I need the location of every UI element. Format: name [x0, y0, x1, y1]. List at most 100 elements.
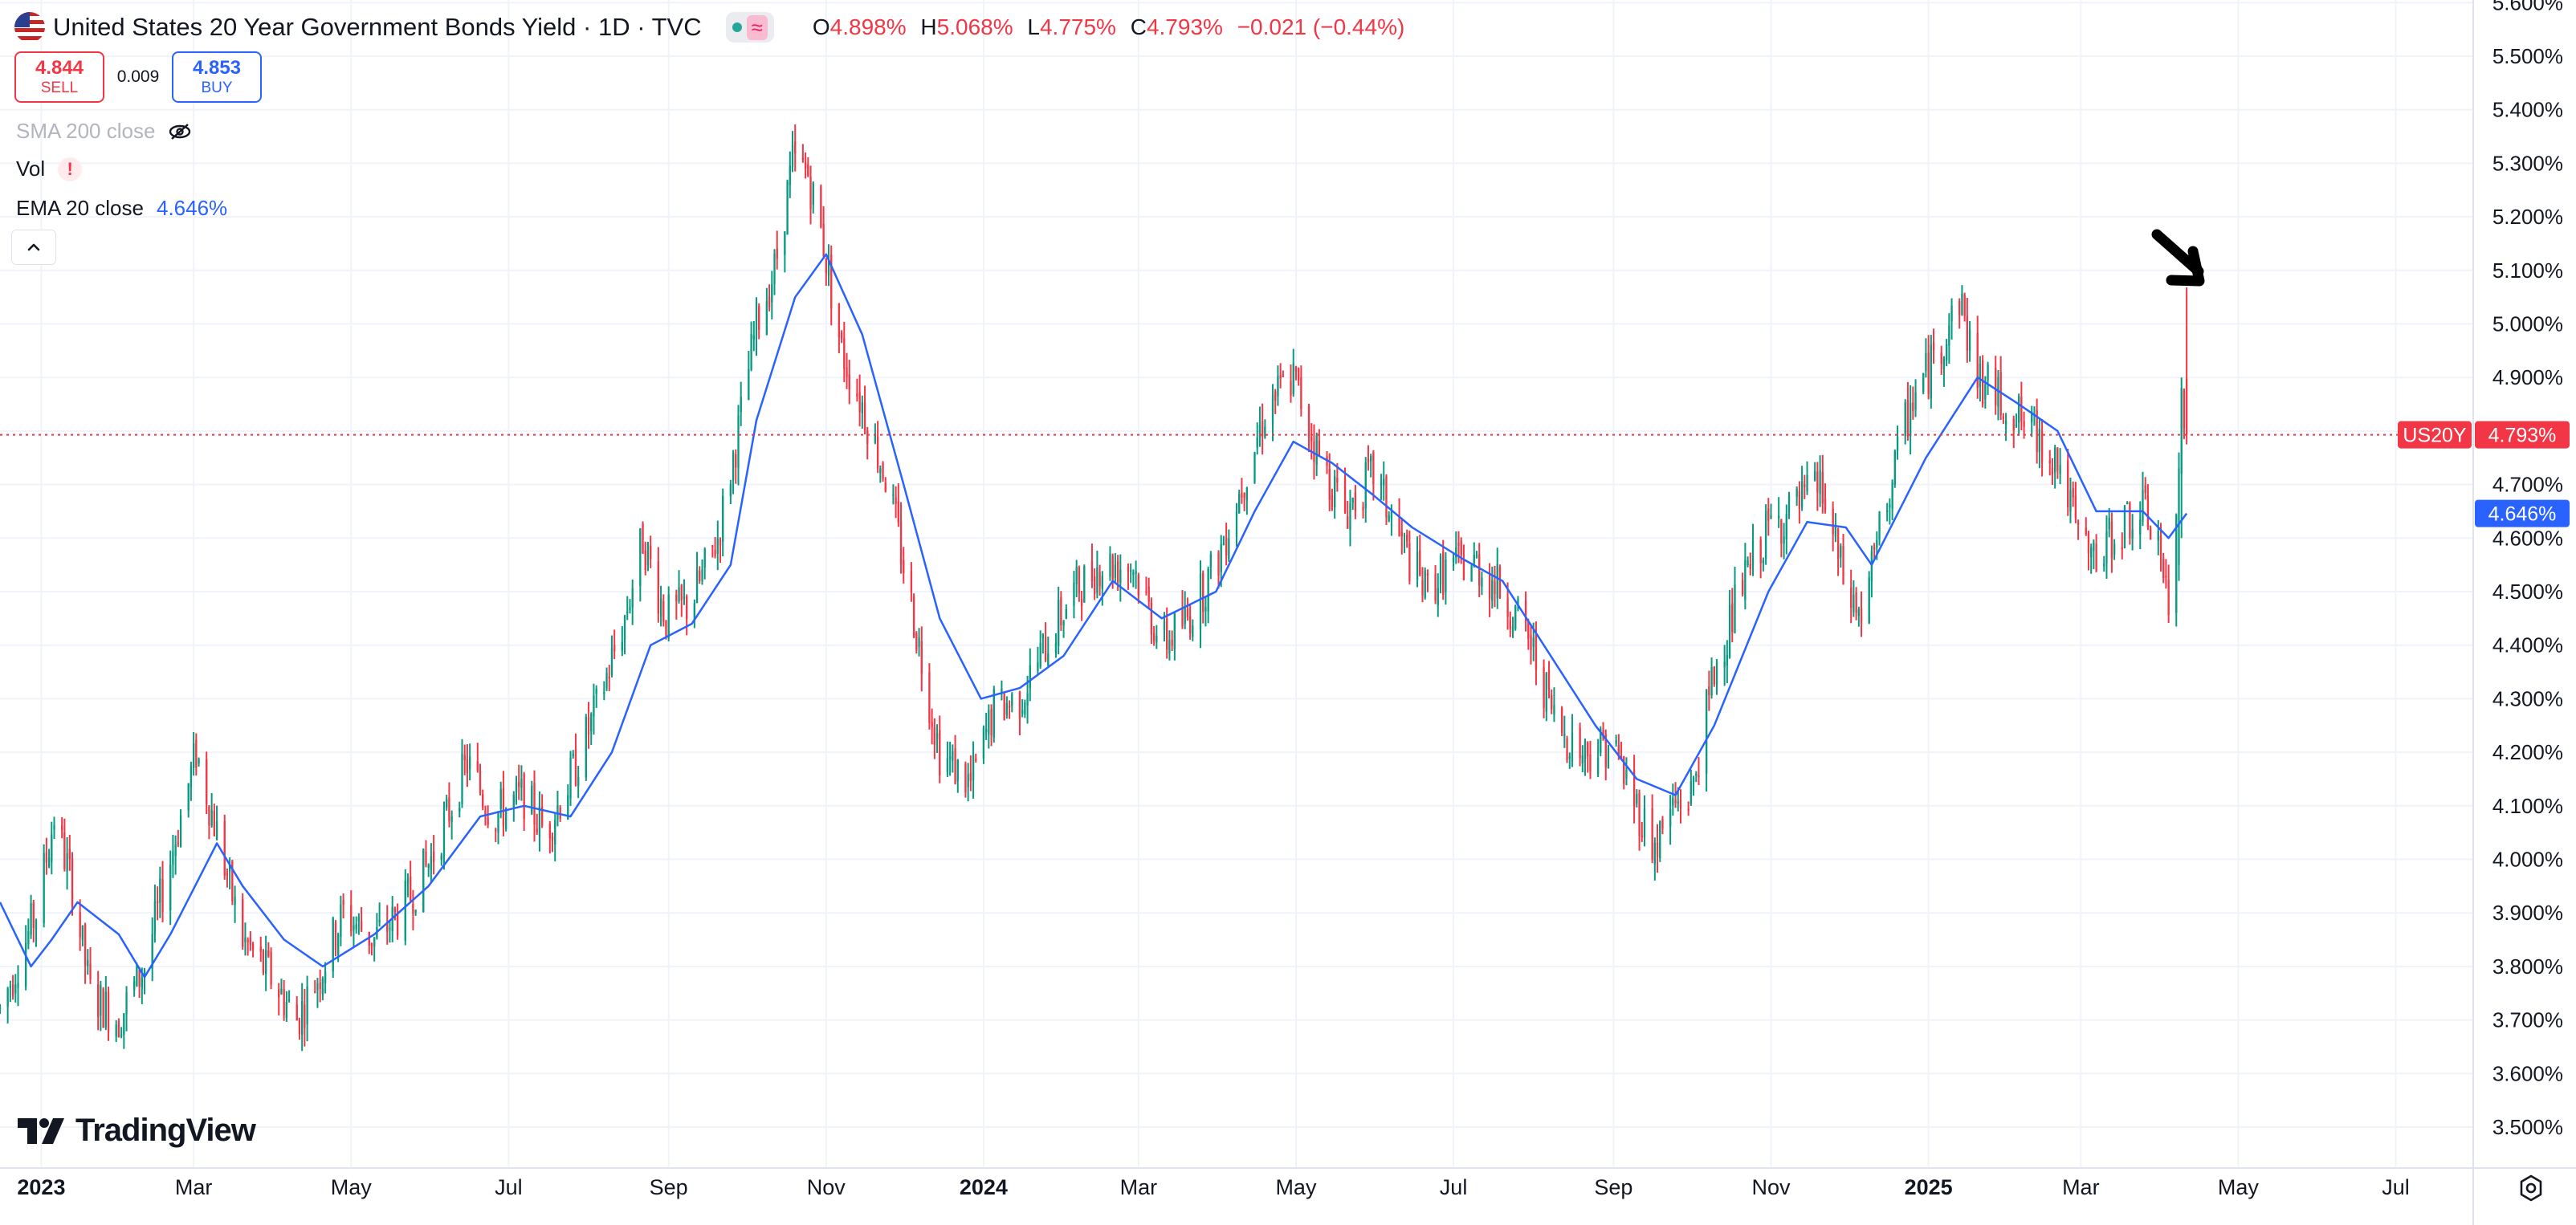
candle-body	[1868, 577, 1870, 624]
candle-body	[1313, 441, 1315, 462]
y-tick-label: 5.100%	[2492, 258, 2563, 283]
candle-body	[667, 594, 670, 638]
candle-body	[699, 571, 701, 581]
candle-body	[141, 977, 143, 987]
candle-body	[1984, 384, 1987, 400]
candle-body	[314, 991, 316, 994]
candle-body	[967, 774, 969, 788]
candle-body	[1617, 745, 1620, 756]
candle-body	[1204, 606, 1207, 612]
y-tick-label: 4.000%	[2492, 848, 2563, 872]
candle-body	[809, 176, 812, 210]
y-tick-label: 3.900%	[2492, 901, 2563, 925]
volume-indicator[interactable]: Vol !	[16, 157, 83, 181]
candle-body	[1047, 653, 1050, 666]
candle-body	[918, 637, 920, 647]
candle-body	[848, 374, 850, 390]
y-tick-label: 4.600%	[2492, 526, 2563, 550]
candle-body	[1641, 835, 1643, 837]
collapse-legend-button[interactable]	[11, 230, 56, 265]
warning-icon[interactable]: !	[58, 157, 83, 181]
candle-body	[412, 904, 414, 914]
candle-body	[2020, 397, 2023, 421]
candle-body	[2002, 417, 2005, 419]
ema-value: 4.646%	[156, 196, 228, 220]
candle-body	[1836, 528, 1840, 560]
candle-body	[988, 710, 990, 735]
ohlc-values: O4.898% H5.068% L4.775% C4.793% −0.021 (…	[805, 14, 1404, 40]
candle-body	[1517, 598, 1519, 606]
candle-body	[1819, 470, 1821, 494]
buy-button[interactable]: 4.853 BUY	[172, 51, 262, 103]
candle-body	[1228, 538, 1230, 560]
y-tick-label: 5.200%	[2492, 205, 2563, 229]
candle-body	[1349, 503, 1351, 531]
candle-body	[1258, 424, 1262, 438]
sma-indicator[interactable]: SMA 200 close	[16, 119, 192, 144]
candle-body	[1024, 702, 1026, 715]
candle-body	[2040, 430, 2044, 462]
candle-body	[1524, 600, 1527, 621]
candle-body	[1961, 293, 1963, 315]
market-status-pill[interactable]: ≈	[725, 12, 774, 43]
sell-button[interactable]: 4.844 SELL	[14, 51, 104, 103]
candle-body	[1238, 494, 1241, 514]
candle-body	[1966, 315, 1969, 351]
candle-body	[858, 392, 861, 413]
candle-body	[540, 807, 544, 827]
candle-body	[1408, 543, 1411, 581]
candle-body	[179, 815, 182, 848]
tradingview-logo[interactable]: TradingView	[18, 1113, 256, 1149]
candle-body	[306, 986, 308, 1024]
candle-body	[1514, 605, 1517, 629]
candle-body	[1003, 694, 1005, 720]
candle-body	[876, 437, 879, 468]
candle-body	[2113, 543, 2116, 555]
candle-body	[1806, 475, 1808, 491]
y-tick-label: 4.300%	[2492, 686, 2563, 710]
candle-body	[1315, 435, 1318, 465]
candle-body	[1950, 305, 1953, 322]
candle-body	[1137, 575, 1139, 596]
candle-body	[626, 611, 629, 613]
candle-body	[884, 482, 887, 492]
ema-indicator[interactable]: EMA 20 close 4.646%	[16, 196, 227, 221]
candle-body	[2131, 529, 2134, 539]
market-status-icon	[732, 22, 742, 32]
candle-body	[1058, 600, 1060, 646]
candle-body	[151, 934, 153, 969]
ohlc-open: 4.898%	[829, 14, 907, 39]
y-tick-label: 5.300%	[2492, 151, 2563, 175]
candle-body	[1816, 471, 1819, 493]
candle-body	[903, 560, 905, 573]
x-tick-label: Sep	[1594, 1175, 1632, 1199]
candle-body	[948, 756, 952, 759]
candle-body	[523, 773, 525, 820]
candle-body	[2157, 531, 2159, 541]
gear-icon[interactable]	[2513, 1170, 2549, 1206]
symbol-title[interactable]: United States 20 Year Government Bonds Y…	[53, 13, 702, 41]
candle-body	[946, 758, 949, 773]
candle-body	[208, 806, 210, 825]
candle-body	[1795, 489, 1798, 497]
candle-body	[856, 393, 858, 397]
candle-body	[843, 338, 846, 369]
candle-body	[2144, 485, 2146, 494]
candle-body	[1261, 421, 1264, 437]
candle-body	[1607, 747, 1610, 768]
candle-body	[910, 571, 913, 592]
candle-body	[650, 545, 652, 560]
eye-off-icon[interactable]	[168, 123, 192, 140]
candle-body	[244, 937, 247, 942]
candle-body	[812, 182, 814, 206]
x-tick-label: May	[1275, 1175, 1317, 1199]
candle-body	[2126, 503, 2129, 505]
candle-body	[1995, 368, 1997, 405]
candle-body	[1080, 598, 1083, 607]
buy-label: BUY	[201, 79, 233, 96]
candle-body	[765, 300, 768, 336]
candle-body	[1886, 510, 1889, 513]
candle-body	[1855, 592, 1857, 613]
candle-body	[342, 900, 344, 905]
